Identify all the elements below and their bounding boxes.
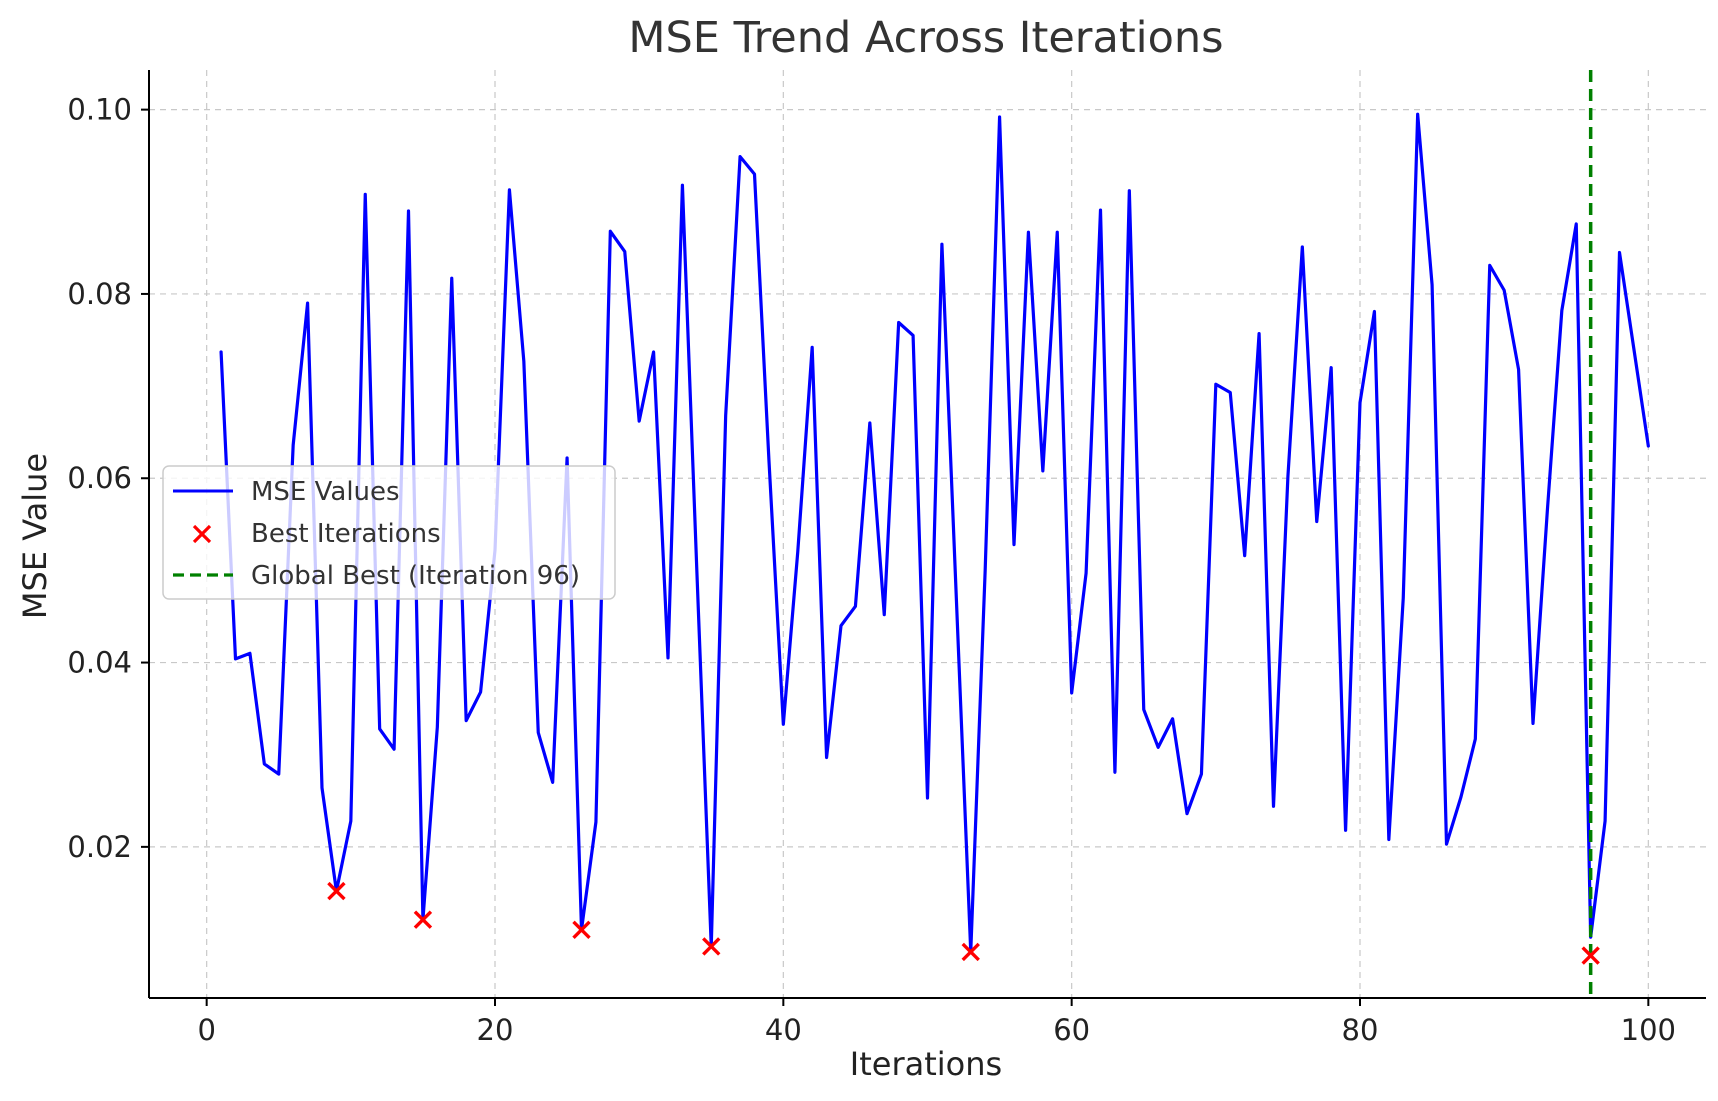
chart-title: MSE Trend Across Iterations: [628, 13, 1223, 63]
best-iteration-marker: [702, 937, 721, 956]
y-axis-label: MSE Value: [16, 453, 54, 619]
y-tick-label: 0.10: [67, 93, 132, 127]
y-tick-label: 0.08: [67, 277, 132, 311]
legend-label-mse-values: MSE Values: [251, 477, 400, 507]
legend-label-best-iterations: Best Iterations: [251, 519, 441, 549]
x-tick-label: 60: [1053, 1013, 1090, 1047]
x-tick-label: 100: [1621, 1013, 1676, 1047]
best-iteration-marker: [572, 920, 591, 940]
y-tick-label: 0.06: [67, 461, 132, 495]
axes-layer: 0 20 40 60 80 100 0.02 0.04 0.06 0.08 0.10: [67, 70, 1706, 1047]
y-tick-label: 0.04: [67, 646, 132, 680]
legend: MSE Values Best Iterations Global Best (…: [162, 465, 616, 600]
legend-swatch-best-marker: [192, 524, 212, 544]
best-iteration-marker: [327, 881, 346, 901]
y-tick-label: 0.02: [67, 830, 132, 864]
x-tick-label: 40: [765, 1013, 802, 1047]
best-iteration-marker: [961, 942, 980, 962]
grid-layer: [149, 70, 1706, 998]
x-axis-label: Iterations: [850, 1045, 1002, 1083]
legend-label-global-best: Global Best (Iteration 96): [251, 561, 580, 591]
best-iteration-marker: [1581, 946, 1600, 965]
best-iteration-marker: [413, 910, 433, 929]
x-tick-label: 20: [477, 1013, 514, 1047]
x-tick-label: 80: [1342, 1013, 1379, 1047]
x-tick-label: 0: [197, 1013, 215, 1047]
legend-frame: [162, 465, 616, 600]
